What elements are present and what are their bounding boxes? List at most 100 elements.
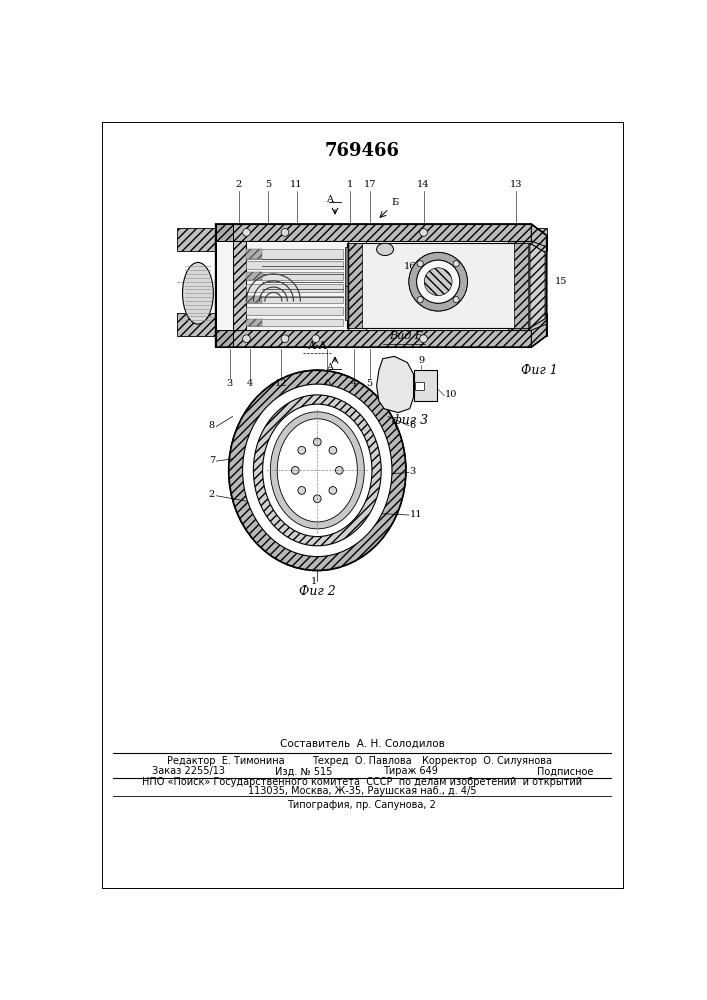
Text: 6: 6	[409, 421, 416, 430]
Circle shape	[312, 335, 320, 343]
Text: Техред  О. Павлова: Техред О. Павлова	[312, 756, 411, 766]
Circle shape	[417, 297, 423, 303]
Circle shape	[329, 446, 337, 454]
Circle shape	[298, 446, 305, 454]
Text: Изд. № 515: Изд. № 515	[275, 766, 332, 776]
Bar	[247, 307, 343, 315]
Bar	[504, 228, 547, 251]
Circle shape	[243, 335, 250, 343]
Bar	[247, 272, 343, 280]
Circle shape	[281, 229, 288, 236]
Circle shape	[313, 495, 321, 503]
Ellipse shape	[262, 404, 372, 537]
Text: A: A	[326, 195, 333, 204]
Ellipse shape	[277, 419, 357, 522]
Text: Подписное: Подписное	[537, 766, 593, 776]
Text: 10: 10	[444, 390, 457, 399]
Text: 5: 5	[367, 379, 373, 388]
Text: 2: 2	[209, 490, 215, 499]
Bar	[504, 312, 547, 336]
Circle shape	[417, 261, 423, 267]
Circle shape	[243, 229, 250, 236]
Wedge shape	[409, 252, 467, 311]
Circle shape	[420, 229, 428, 236]
Bar	[247, 249, 262, 259]
Text: 5: 5	[265, 180, 271, 189]
Polygon shape	[216, 330, 532, 347]
Bar	[247, 249, 343, 259]
Bar	[177, 228, 219, 251]
Circle shape	[453, 297, 460, 303]
Text: 3: 3	[409, 467, 416, 476]
Text: Составитель  А. Н. Солодилов: Составитель А. Н. Солодилов	[279, 739, 445, 749]
Circle shape	[281, 335, 288, 343]
Circle shape	[409, 252, 467, 311]
Text: фиг 3: фиг 3	[392, 414, 428, 427]
Bar	[247, 261, 343, 269]
Text: 1: 1	[347, 180, 354, 189]
Text: НПО «Поиск» Государственного комитета  СССР  по делам изобретений  и открытий: НПО «Поиск» Государственного комитета СС…	[142, 777, 582, 787]
Bar	[247, 284, 343, 292]
Text: 7: 7	[209, 456, 215, 465]
Text: Б: Б	[391, 198, 399, 207]
Polygon shape	[414, 370, 437, 401]
Bar	[366, 241, 508, 330]
Bar	[247, 272, 262, 280]
Bar	[415, 382, 424, 389]
Ellipse shape	[243, 384, 392, 557]
Text: Типография, пр. Сапунова, 2: Типография, пр. Сапунова, 2	[288, 800, 436, 810]
Circle shape	[416, 260, 460, 303]
Text: 9: 9	[418, 356, 424, 365]
Text: 769466: 769466	[325, 142, 399, 160]
Polygon shape	[532, 224, 547, 247]
Text: 16: 16	[404, 262, 416, 271]
Circle shape	[313, 438, 321, 446]
Text: A-A: A-A	[308, 341, 327, 351]
Text: Фиг 1: Фиг 1	[520, 364, 557, 377]
Ellipse shape	[270, 412, 364, 529]
Text: 14: 14	[417, 180, 430, 189]
Text: Вид Б: Вид Б	[389, 331, 423, 341]
Polygon shape	[530, 243, 545, 328]
Circle shape	[291, 466, 299, 474]
Bar	[515, 243, 528, 328]
Bar	[247, 296, 262, 303]
Text: 15: 15	[554, 277, 567, 286]
Circle shape	[453, 261, 460, 267]
Bar	[247, 296, 343, 303]
Bar	[348, 243, 362, 328]
Text: Фиг 2: Фиг 2	[299, 585, 336, 598]
Bar	[247, 319, 343, 326]
Polygon shape	[532, 324, 547, 347]
Text: 3: 3	[226, 379, 233, 388]
Text: 1: 1	[310, 577, 317, 586]
Text: 2: 2	[235, 180, 242, 189]
Text: 11: 11	[409, 510, 422, 519]
Polygon shape	[216, 224, 532, 241]
Text: 17: 17	[363, 180, 376, 189]
Ellipse shape	[229, 370, 406, 570]
Circle shape	[424, 268, 452, 296]
Text: 6: 6	[325, 379, 330, 388]
Bar	[345, 286, 348, 320]
Ellipse shape	[377, 243, 394, 256]
Bar	[216, 241, 366, 330]
Bar	[345, 247, 348, 286]
Text: 11: 11	[291, 180, 303, 189]
Text: 4: 4	[351, 379, 357, 388]
Text: A: A	[326, 363, 333, 372]
Text: Тираж 649: Тираж 649	[382, 766, 438, 776]
Text: 12: 12	[275, 379, 287, 388]
Bar	[233, 241, 247, 330]
Text: Заказ 2255/13: Заказ 2255/13	[152, 766, 225, 776]
Circle shape	[329, 487, 337, 494]
Circle shape	[298, 487, 305, 494]
Text: 4: 4	[247, 379, 253, 388]
Ellipse shape	[229, 370, 406, 570]
Circle shape	[335, 466, 343, 474]
Circle shape	[420, 335, 428, 343]
Bar	[346, 243, 530, 328]
Text: 13: 13	[510, 180, 522, 189]
Ellipse shape	[253, 395, 381, 546]
Text: 8: 8	[209, 421, 215, 430]
